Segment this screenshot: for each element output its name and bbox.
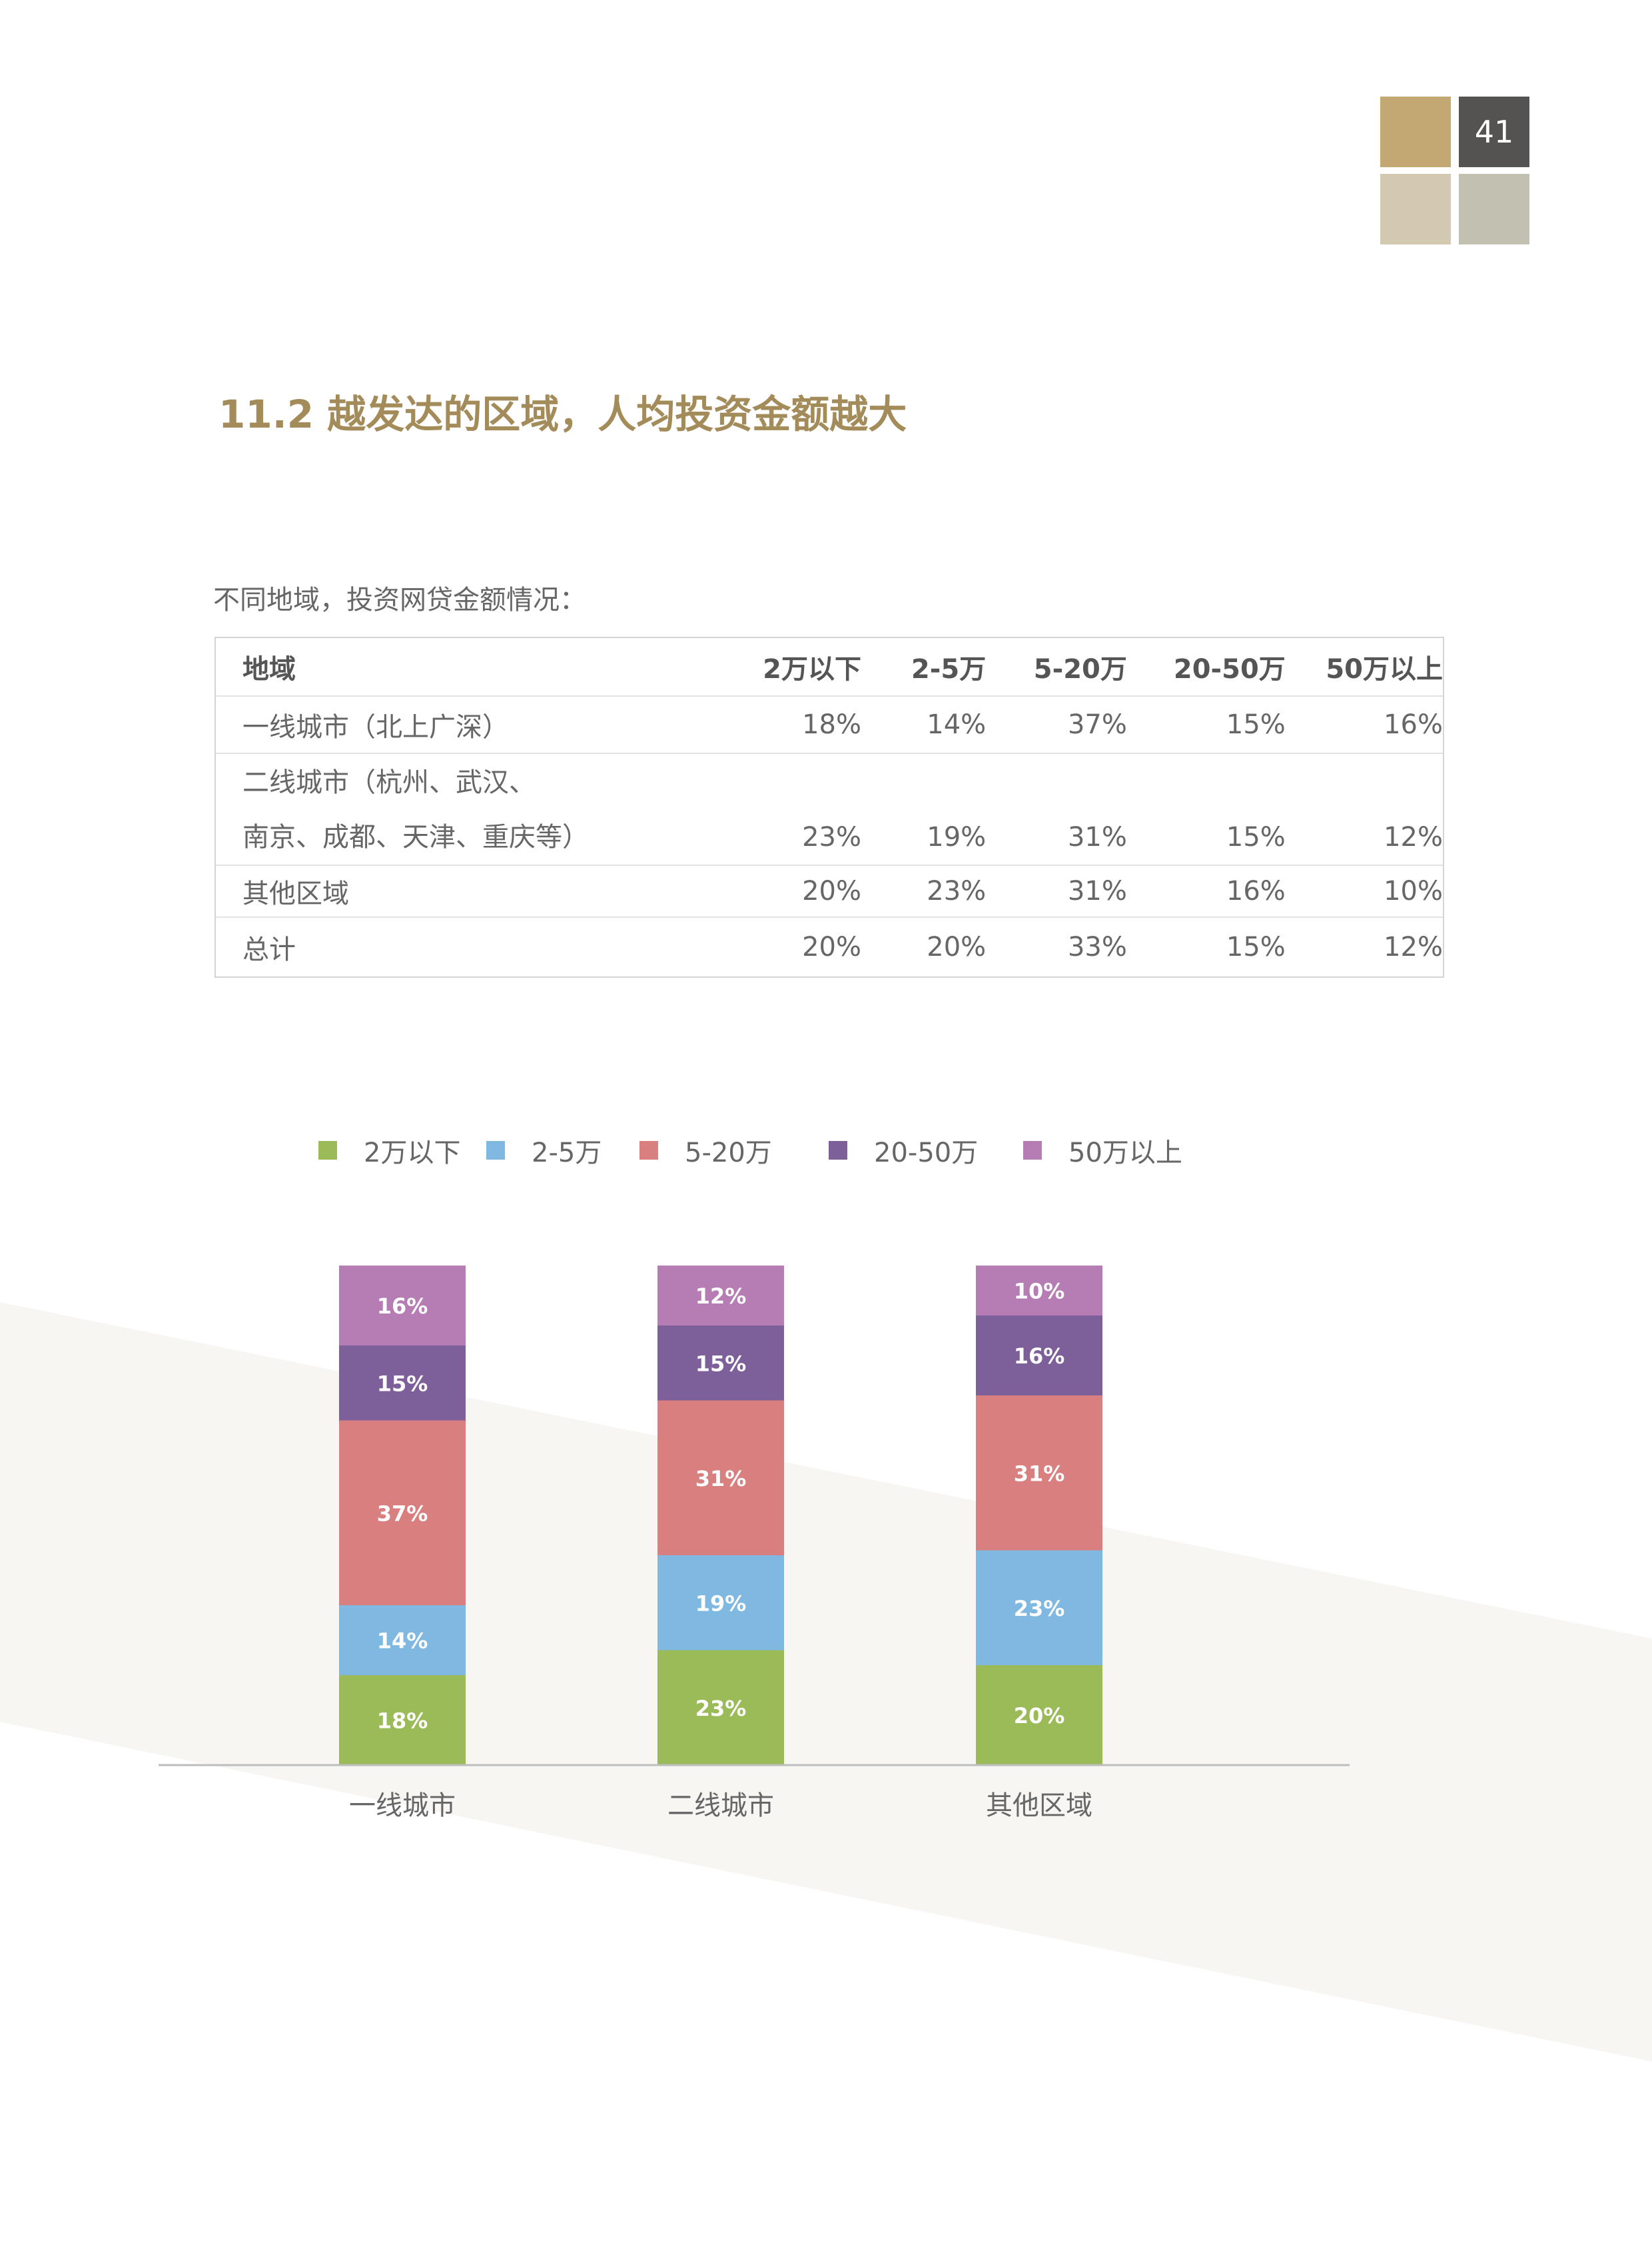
header-col-3: 5-20万 (1033, 654, 1127, 685)
data-label: 15% (695, 1351, 747, 1376)
table-row: 总计 20% 20% 33% 15% 12% (216, 917, 1443, 976)
row-region: 二线城市（杭州、武汉、 南京、成都、天津、重庆等） (216, 755, 639, 865)
row-value: 15% (1226, 822, 1286, 853)
badge-square-gold (1380, 97, 1451, 167)
row-value: 12% (1384, 822, 1443, 853)
data-label: 10% (1014, 1279, 1065, 1304)
investment-table: 地域 2万以下 2-5万 5-20万 20-50万 50万以上 一线城市（北上广… (214, 637, 1444, 978)
row-value: 16% (1384, 709, 1443, 740)
legend-item: 20-50万 (829, 1131, 978, 1170)
category-label: 二线城市 (667, 1790, 774, 1821)
row-region: 其他区域 (242, 879, 349, 909)
bar-segment (657, 1650, 784, 1765)
legend-label: 2万以下 (364, 1138, 461, 1168)
legend-swatch (639, 1141, 658, 1160)
row-value: 31% (1067, 822, 1127, 853)
legend-item: 5-20万 (639, 1131, 772, 1170)
row-value: 12% (1384, 932, 1443, 962)
row-value: 33% (1067, 932, 1127, 962)
legend-item: 2万以下 (318, 1131, 460, 1170)
header-region: 地域 (242, 654, 296, 685)
bar-segment (976, 1550, 1102, 1665)
row-region: 一线城市（北上广深） (242, 712, 509, 743)
chart-legend: 2万以下 2-5万 5-20万 20-50万 50万以上 (0, 1131, 1652, 1171)
bar-segment (339, 1420, 466, 1605)
row-value: 20% (802, 932, 861, 962)
bar-segment (976, 1395, 1102, 1551)
bar-segment (339, 1605, 466, 1675)
legend-swatch (318, 1141, 337, 1160)
row-value: 37% (1067, 709, 1127, 740)
header-col-5: 50万以上 (1326, 654, 1443, 685)
legend-label: 2-5万 (532, 1138, 602, 1168)
row-value: 23% (927, 876, 987, 907)
legend-label: 50万以上 (1068, 1138, 1182, 1168)
row-value: 18% (802, 709, 861, 740)
legend-label: 20-50万 (874, 1138, 979, 1168)
bar-segment (339, 1345, 466, 1421)
header-col-1: 2万以下 (763, 654, 861, 685)
header-col-4: 20-50万 (1173, 654, 1286, 685)
bar-segment (657, 1555, 784, 1651)
row-region-line: 南京、成都、天津、重庆等） (242, 822, 589, 853)
data-label: 14% (377, 1629, 428, 1654)
page-number: 41 (1459, 97, 1529, 167)
legend-swatch (1023, 1141, 1042, 1160)
legend-label: 5-20万 (685, 1138, 772, 1168)
row-value: 16% (1226, 876, 1286, 907)
row-value: 20% (802, 876, 861, 907)
row-value: 14% (927, 709, 987, 740)
table-header-row: 地域 2万以下 2-5万 5-20万 20-50万 50万以上 (216, 638, 1443, 695)
data-label: 18% (377, 1708, 428, 1734)
badge-square-gray (1459, 174, 1529, 244)
row-region: 总计 (242, 934, 296, 965)
bar-segment (976, 1315, 1102, 1395)
legend-item: 50万以上 (1023, 1131, 1182, 1170)
table-row: 一线城市（北上广深） 18% 14% 37% 15% 16% (216, 695, 1443, 753)
header-col-2: 2-5万 (911, 654, 987, 685)
data-label: 23% (1014, 1596, 1065, 1621)
row-value: 23% (802, 822, 861, 853)
data-label: 16% (377, 1294, 428, 1319)
data-label: 31% (695, 1466, 747, 1491)
table-caption: 不同地域，投资网贷金额情况： (213, 585, 586, 615)
row-value: 31% (1067, 876, 1127, 907)
category-label: 一线城市 (349, 1790, 456, 1821)
row-value: 19% (927, 822, 987, 853)
data-label: 12% (695, 1284, 747, 1309)
section-title: 11.2 越发达的区域，人均投资金额越大 (218, 392, 907, 437)
table-row: 二线城市（杭州、武汉、 南京、成都、天津、重庆等） 23% 19% 31% 15… (216, 753, 1443, 865)
data-label: 15% (377, 1371, 428, 1396)
bar-segment (976, 1665, 1102, 1765)
category-label: 其他区域 (986, 1790, 1092, 1821)
row-region-line: 二线城市（杭州、武汉、 (242, 767, 536, 798)
legend-swatch (829, 1141, 847, 1160)
bar-segment (339, 1675, 466, 1765)
data-label: 23% (695, 1696, 747, 1721)
table-row: 其他区域 20% 23% 31% 16% 10% (216, 865, 1443, 917)
row-value: 15% (1226, 932, 1286, 962)
badge-square-beige (1380, 174, 1451, 244)
data-label: 37% (377, 1501, 428, 1526)
bar-segment (976, 1266, 1102, 1315)
data-label: 19% (695, 1591, 747, 1616)
row-value: 15% (1226, 709, 1286, 740)
bar-segment (339, 1266, 466, 1345)
data-label: 31% (1014, 1461, 1065, 1486)
data-label: 16% (1014, 1343, 1065, 1369)
data-label: 20% (1014, 1703, 1065, 1728)
row-value: 10% (1384, 876, 1443, 907)
bar-segment (657, 1325, 784, 1401)
bar-segment (657, 1400, 784, 1555)
legend-swatch (486, 1141, 505, 1160)
bar-segment (657, 1266, 784, 1325)
page-number-badge: 41 (1380, 97, 1529, 244)
row-value: 20% (927, 932, 987, 962)
legend-item: 2-5万 (486, 1131, 602, 1170)
